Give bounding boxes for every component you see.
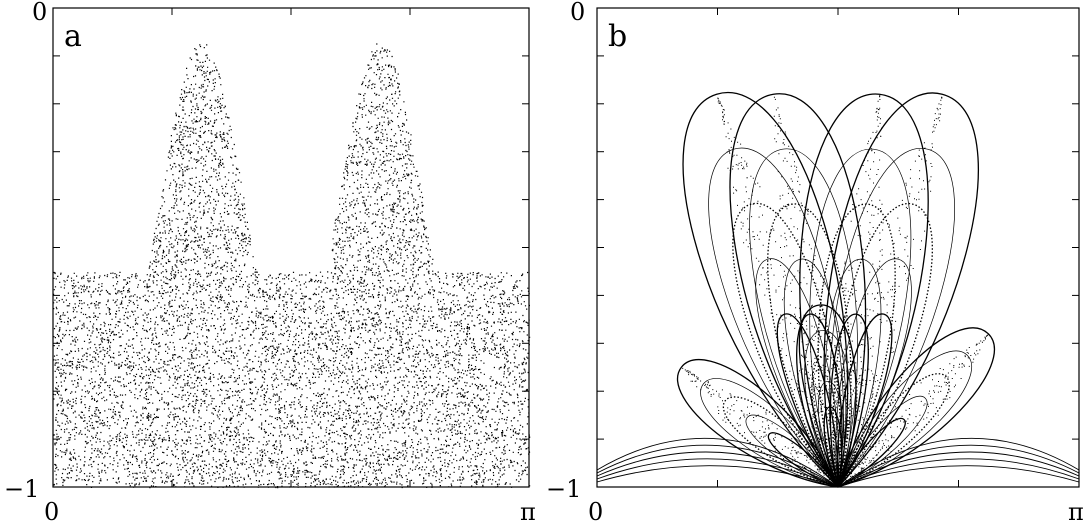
orbit-curve xyxy=(837,437,1080,488)
panel-b-y-tick-top: 0 xyxy=(570,0,585,26)
panel-b-label: b xyxy=(608,19,627,54)
orbit-curve xyxy=(823,406,843,488)
orbit-curve xyxy=(682,91,849,488)
panel-b-y-tick-bottom: −1 xyxy=(546,475,581,503)
orbit-curve xyxy=(797,368,839,488)
orbit-curve xyxy=(708,147,844,488)
orbit-curve xyxy=(828,432,841,488)
orbit-curve xyxy=(804,330,852,488)
orbit-curve xyxy=(596,437,839,488)
scatter-points-b xyxy=(682,95,990,488)
panel-b-x-tick-right: π xyxy=(1068,498,1084,526)
orbit-curve xyxy=(837,451,1080,488)
orbit-curve xyxy=(700,378,839,488)
orbit-curve xyxy=(596,444,839,488)
panel-a-label: a xyxy=(64,19,82,54)
orbit-curve xyxy=(832,203,933,488)
panel-a-points xyxy=(53,43,531,489)
orbit-curve xyxy=(837,417,906,488)
orbit-curve xyxy=(596,458,839,488)
panel-b-ticks xyxy=(597,8,1079,487)
orbit-curve xyxy=(596,465,839,488)
orbit-curve xyxy=(837,440,884,488)
orbit-curve xyxy=(837,458,1080,488)
panel-b: b 0 −1 0 π xyxy=(546,0,1084,526)
panel-a-x-tick-left: 0 xyxy=(44,498,59,526)
panel-a-x-tick-right: π xyxy=(520,498,536,526)
orbit-curve xyxy=(837,465,1080,488)
panel-a-frame xyxy=(52,7,530,488)
orbit-curve xyxy=(818,381,845,488)
orbit-curve xyxy=(829,313,869,488)
orbit-curve xyxy=(823,92,979,488)
panel-b-x-tick-left: 0 xyxy=(588,498,603,526)
panel-a-y-tick-top: 0 xyxy=(32,0,47,26)
orbit-curve xyxy=(837,444,1080,488)
orbit-curve xyxy=(817,203,896,488)
orbit-curve xyxy=(729,93,867,488)
orbit-curve xyxy=(811,355,849,488)
orbit-curve xyxy=(722,396,839,488)
panel-a-y-tick-bottom: −1 xyxy=(4,475,39,503)
orbit-curve xyxy=(596,451,839,488)
panel-a-ticks xyxy=(53,8,529,487)
orbit-curve xyxy=(799,93,929,488)
orbit-curve xyxy=(749,148,858,488)
orbit-curve xyxy=(837,373,950,488)
panel-a: a 0 −1 0 π xyxy=(4,0,536,526)
panel-b-frame xyxy=(596,7,1080,488)
panel-b-curves xyxy=(596,91,1080,488)
scatter-points-a xyxy=(53,43,531,489)
orbit-curve xyxy=(796,304,857,488)
orbit-curve xyxy=(833,368,858,488)
orbit-curve xyxy=(677,359,839,488)
orbit-curve xyxy=(809,148,912,488)
orbit-curve xyxy=(776,313,839,488)
orbit-curve xyxy=(835,258,912,488)
orbit-curve xyxy=(837,368,874,488)
orbit-curve xyxy=(837,327,995,488)
